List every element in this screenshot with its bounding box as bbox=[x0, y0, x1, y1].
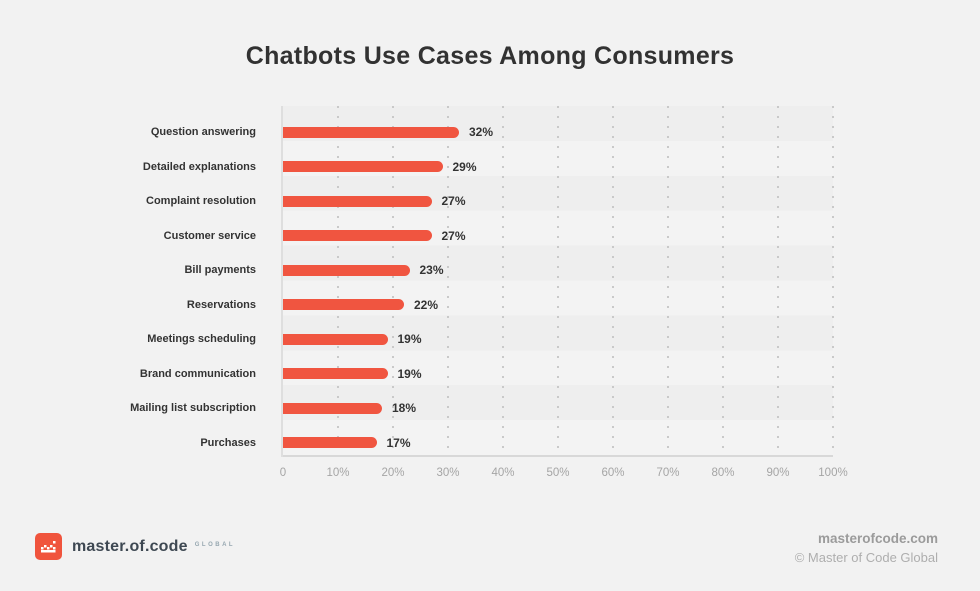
category-label: Mailing list subscription bbox=[130, 402, 256, 414]
category-label: Meetings scheduling bbox=[147, 333, 256, 345]
bar-row: Meetings scheduling 19% bbox=[0, 322, 980, 357]
x-axis: 0 10% 20% 30% 40% 50% 60% 70% 80% 90% 100% bbox=[0, 467, 980, 487]
value-label: 32% bbox=[469, 125, 494, 139]
x-tick-label: 70% bbox=[656, 467, 680, 479]
bar-row: Complaint resolution 27% bbox=[0, 184, 980, 219]
category-label: Reservations bbox=[186, 298, 256, 311]
y-axis-line bbox=[281, 106, 283, 457]
x-tick-label: 90% bbox=[766, 467, 790, 479]
gridline bbox=[667, 106, 669, 455]
gridline bbox=[722, 106, 724, 455]
bar-row: Question answering 32% bbox=[0, 115, 980, 150]
category-label: Bill payments bbox=[184, 264, 256, 276]
x-tick-label: 80% bbox=[711, 467, 735, 479]
bar-row: Customer service 27% bbox=[0, 219, 980, 254]
x-tick-label: 10% bbox=[326, 467, 350, 479]
gridline bbox=[612, 106, 614, 455]
brand-name: master.of.code bbox=[72, 537, 188, 555]
gridline bbox=[337, 106, 339, 455]
bar-row: Detailed explanations 29% bbox=[0, 150, 980, 185]
bar bbox=[283, 161, 443, 173]
value-label: 22% bbox=[414, 297, 439, 312]
bar-row: Purchases 17% bbox=[0, 426, 980, 461]
category-label: Purchases bbox=[200, 436, 256, 449]
x-tick-label: 100% bbox=[818, 467, 848, 479]
website-text: masterofcode.com bbox=[817, 531, 938, 546]
credits: masterofcode.com © Master of Code Global bbox=[795, 531, 938, 565]
gridline bbox=[777, 106, 779, 455]
bar bbox=[283, 333, 388, 345]
copyright-text: © Master of Code Global bbox=[794, 550, 938, 565]
bar bbox=[283, 402, 382, 414]
category-label: Customer service bbox=[163, 229, 256, 242]
logo-box bbox=[35, 533, 62, 560]
bar bbox=[283, 368, 388, 380]
gridline bbox=[392, 106, 394, 455]
bar bbox=[283, 299, 404, 311]
bar-row: Brand communication 19% bbox=[0, 357, 980, 392]
value-label: 18% bbox=[392, 401, 417, 415]
x-axis-line bbox=[283, 455, 833, 457]
gridline bbox=[557, 106, 559, 455]
value-label: 23% bbox=[419, 263, 444, 277]
bar-row: Reservations 22% bbox=[0, 288, 980, 323]
x-tick-label: 50% bbox=[546, 467, 570, 479]
chart-title: Chatbots Use Cases Among Consumers bbox=[245, 42, 735, 70]
category-label: Brand communication bbox=[139, 367, 256, 380]
brand-logo: master.of.code GLOBAL bbox=[35, 533, 235, 560]
bar-row: Mailing list subscription 18% bbox=[0, 391, 980, 426]
bar-row: Bill payments 23% bbox=[0, 253, 980, 288]
bar bbox=[283, 126, 459, 138]
value-label: 29% bbox=[452, 159, 477, 174]
bar bbox=[283, 437, 377, 449]
bar bbox=[283, 195, 432, 207]
x-tick-label: 60% bbox=[601, 467, 625, 479]
value-label: 27% bbox=[441, 194, 466, 208]
brand-global-label: GLOBAL bbox=[194, 541, 236, 548]
pixel-crown-icon bbox=[41, 540, 56, 552]
gridline bbox=[832, 106, 834, 455]
x-tick-label: 40% bbox=[491, 467, 515, 479]
x-tick-label: 30% bbox=[436, 467, 460, 479]
bar bbox=[283, 230, 432, 242]
value-label: 19% bbox=[397, 332, 422, 346]
value-label: 19% bbox=[397, 366, 422, 381]
bar bbox=[283, 264, 410, 276]
category-label: Question answering bbox=[150, 126, 256, 138]
bar-rows: Question answering 32% Detailed explanatio… bbox=[0, 106, 980, 455]
x-tick-label: 0 bbox=[279, 467, 287, 479]
category-label: Detailed explanations bbox=[142, 160, 256, 173]
x-tick-label: 20% bbox=[381, 467, 405, 479]
category-label: Complaint resolution bbox=[146, 195, 256, 207]
value-label: 17% bbox=[386, 435, 411, 450]
gridline bbox=[502, 106, 504, 455]
value-label: 27% bbox=[441, 228, 466, 243]
gridline bbox=[447, 106, 449, 455]
